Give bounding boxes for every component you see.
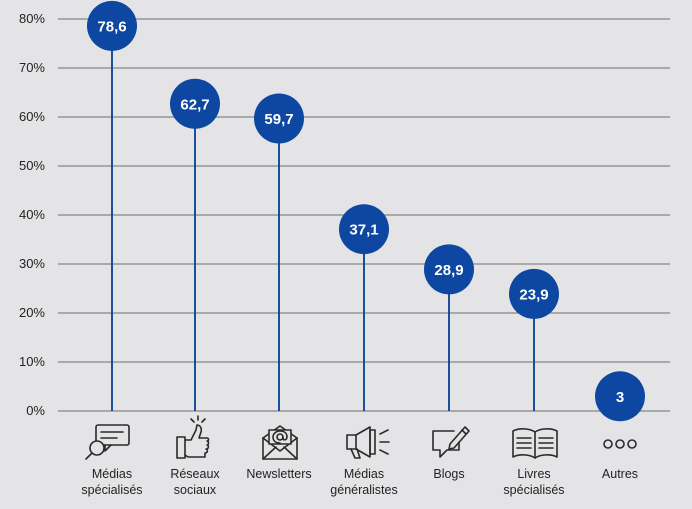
value-label: 59,7 — [264, 111, 293, 128]
value-marker — [170, 78, 220, 129]
category-label: Réseaux — [170, 467, 220, 481]
category-label: Livres — [517, 467, 550, 481]
category-label: Blogs — [433, 467, 464, 481]
category-label: spécialisés — [503, 483, 564, 497]
y-tick-label: 10% — [19, 354, 45, 369]
category-label: spécialisés — [81, 483, 142, 497]
y-axis-ticks: 0% 10% 20% 30% 40% 50% 60% 70% 80% — [19, 11, 45, 418]
category-label: généralistes — [330, 483, 397, 497]
category-labels: Médias spécialisés Réseaux sociaux Newslette… — [81, 467, 638, 497]
category-label: sociaux — [174, 483, 217, 497]
y-tick-label: 0% — [26, 403, 45, 418]
value-marker — [339, 204, 389, 255]
category-label: Newsletters — [246, 467, 311, 481]
y-tick-label: 70% — [19, 60, 45, 75]
value-marker — [87, 0, 137, 51]
y-tick-label: 80% — [19, 11, 45, 26]
y-tick-label: 40% — [19, 207, 45, 222]
value-label: 28,9 — [434, 262, 463, 279]
value-marker — [595, 371, 645, 422]
value-marker — [509, 268, 559, 319]
y-tick-label: 60% — [19, 109, 45, 124]
ellipsis-icon — [603, 439, 637, 449]
value-marker — [424, 244, 474, 295]
value-label: 78,6 — [97, 18, 126, 35]
category-label: Médias — [92, 467, 132, 481]
category-label: Médias — [344, 467, 384, 481]
envelope-at-icon — [262, 425, 298, 460]
value-label: 3 — [616, 389, 624, 406]
category-label: Autres — [602, 467, 638, 481]
magnifier-chat-icon — [85, 424, 130, 460]
y-tick-label: 20% — [19, 305, 45, 320]
megaphone-icon — [346, 426, 390, 459]
value-label: 37,1 — [349, 222, 378, 239]
category-icons — [85, 415, 637, 460]
open-book-icon — [512, 428, 558, 459]
value-label: 62,7 — [180, 96, 209, 113]
value-marker — [254, 93, 304, 144]
y-tick-label: 30% — [19, 256, 45, 271]
thumbs-up-icon — [176, 415, 210, 459]
comment-pencil-icon — [432, 426, 470, 458]
value-label: 23,9 — [519, 286, 548, 303]
y-tick-label: 50% — [19, 158, 45, 173]
markers: 78,6 62,7 59,7 37,1 28,9 23,9 3 — [87, 0, 645, 422]
